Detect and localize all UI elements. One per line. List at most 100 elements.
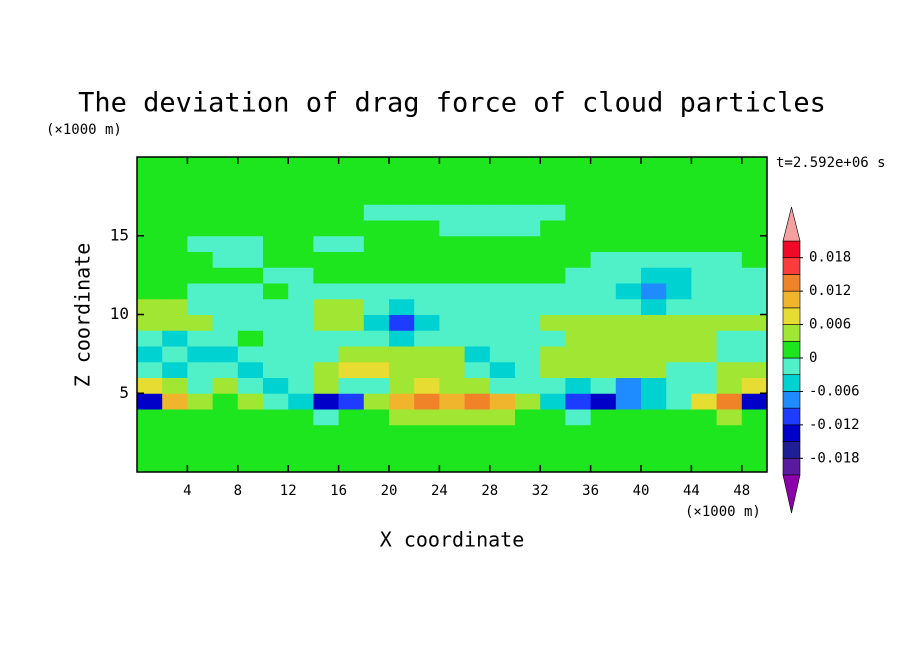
contour-cell bbox=[363, 314, 390, 331]
contour-cell bbox=[212, 346, 239, 363]
contour-cell bbox=[162, 346, 188, 363]
contour-cell bbox=[666, 172, 692, 189]
contour-cell bbox=[439, 409, 466, 426]
contour-cell bbox=[741, 361, 768, 378]
contour-cell bbox=[515, 361, 541, 378]
contour-cell bbox=[338, 188, 365, 205]
contour-cell bbox=[162, 409, 188, 426]
contour-cell bbox=[741, 393, 768, 410]
contour-cell bbox=[641, 361, 667, 378]
contour-cell bbox=[363, 157, 390, 174]
contour-cell bbox=[162, 440, 188, 457]
contour-cell bbox=[540, 267, 566, 284]
contour-cell bbox=[691, 267, 718, 284]
contour-cell bbox=[716, 440, 743, 457]
contour-cell bbox=[389, 172, 415, 189]
contour-cell bbox=[313, 377, 340, 394]
contour-cell bbox=[641, 456, 667, 473]
contour-cell bbox=[489, 267, 516, 284]
contour-cell bbox=[540, 157, 566, 174]
contour-cell bbox=[338, 314, 365, 331]
contour-cell bbox=[389, 267, 415, 284]
contour-cell bbox=[716, 424, 743, 441]
colorbar-box bbox=[782, 457, 801, 476]
contour-cell bbox=[741, 235, 768, 252]
contour-cell bbox=[237, 440, 264, 457]
contour-cell bbox=[363, 377, 390, 394]
colorbar-tick-label: 0.006 bbox=[809, 317, 851, 333]
contour-cell bbox=[615, 440, 642, 457]
contour-cell bbox=[389, 157, 415, 174]
contour-cell bbox=[263, 283, 289, 300]
contour-cell bbox=[641, 377, 667, 394]
contour-cell bbox=[716, 220, 743, 237]
contour-cell bbox=[615, 235, 642, 252]
contour-cell bbox=[187, 157, 214, 174]
contour-cell bbox=[615, 204, 642, 221]
contour-cell bbox=[691, 172, 718, 189]
contour-cell bbox=[288, 440, 314, 457]
contour-cell bbox=[489, 235, 516, 252]
contour-cell bbox=[590, 361, 617, 378]
contour-cell bbox=[414, 235, 440, 252]
contour-cell bbox=[389, 188, 415, 205]
contour-cell bbox=[716, 157, 743, 174]
contour-cell bbox=[237, 220, 264, 237]
contour-cell bbox=[389, 220, 415, 237]
contour-cell bbox=[237, 172, 264, 189]
contour-cell bbox=[338, 393, 365, 410]
contour-cell bbox=[615, 393, 642, 410]
colorbar-box bbox=[782, 374, 801, 392]
contour-cell bbox=[338, 172, 365, 189]
contour-cell bbox=[313, 204, 340, 221]
contour-cell bbox=[590, 393, 617, 410]
contour-cell bbox=[414, 409, 440, 426]
contour-cell bbox=[565, 251, 592, 268]
contour-cell bbox=[137, 409, 163, 426]
contour-cell bbox=[716, 361, 743, 378]
contour-cell bbox=[263, 409, 289, 426]
contour-cell bbox=[313, 393, 340, 410]
contour-cell bbox=[464, 330, 491, 347]
contour-cell bbox=[515, 188, 541, 205]
contour-cell bbox=[540, 440, 566, 457]
contour-cell bbox=[212, 235, 239, 252]
contour-cell bbox=[540, 235, 566, 252]
colorbar-box bbox=[782, 324, 801, 342]
contour-cell bbox=[590, 424, 617, 441]
contour-cell bbox=[641, 393, 667, 410]
contour-cell bbox=[162, 361, 188, 378]
contour-cell bbox=[540, 172, 566, 189]
contour-cell bbox=[641, 188, 667, 205]
contour-cell bbox=[137, 330, 163, 347]
y-tick-label: 5 bbox=[119, 383, 129, 402]
contour-cell bbox=[666, 220, 692, 237]
contour-cell bbox=[414, 346, 440, 363]
contour-cell bbox=[263, 267, 289, 284]
contour-cell bbox=[288, 235, 314, 252]
contour-cell bbox=[338, 440, 365, 457]
contour-cell bbox=[263, 251, 289, 268]
contour-cell bbox=[313, 346, 340, 363]
contour-cell bbox=[212, 204, 239, 221]
contour-cell bbox=[414, 267, 440, 284]
contour-cell bbox=[288, 157, 314, 174]
contour-cell bbox=[263, 424, 289, 441]
x-tick-label: 28 bbox=[481, 483, 498, 499]
contour-cell bbox=[666, 283, 692, 300]
contour-cell bbox=[338, 283, 365, 300]
contour-cell bbox=[187, 204, 214, 221]
contour-cell bbox=[338, 377, 365, 394]
contour-cell bbox=[187, 235, 214, 252]
contour-cell bbox=[565, 235, 592, 252]
contour-cell bbox=[540, 409, 566, 426]
contour-cell bbox=[641, 251, 667, 268]
contour-cell bbox=[489, 409, 516, 426]
contour-cell bbox=[691, 409, 718, 426]
contour-cell bbox=[666, 346, 692, 363]
contour-cell bbox=[515, 298, 541, 315]
contour-cell bbox=[540, 188, 566, 205]
contour-cell bbox=[187, 298, 214, 315]
x-tick-label: 48 bbox=[733, 483, 750, 499]
contour-cell bbox=[741, 172, 768, 189]
